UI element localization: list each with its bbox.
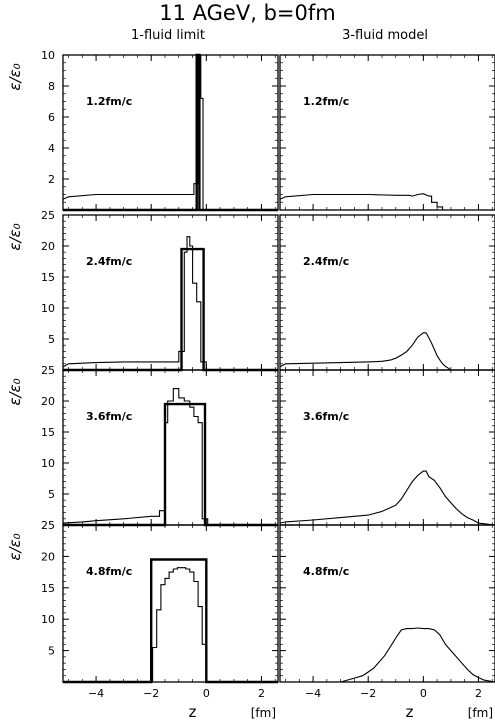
x-axis-label: z <box>189 703 197 721</box>
x-axis-label: z <box>406 703 414 721</box>
y-tick-label: 5 <box>48 333 55 346</box>
series-thin-r2-c2 <box>279 332 495 371</box>
panel-frame-r4-c1 <box>62 524 279 683</box>
y-tick-label: 25 <box>41 364 55 377</box>
y-axis-label: ε/ε₀ <box>6 223 24 250</box>
series-thin-r3-c2 <box>279 470 495 526</box>
y-tick-label: 20 <box>41 395 55 408</box>
y-tick-label: 20 <box>41 550 55 563</box>
y-tick-label: 10 <box>41 302 55 315</box>
x-tick-label: 2 <box>475 687 482 700</box>
y-tick-label: 20 <box>41 240 55 253</box>
y-tick-label: 10 <box>41 49 55 62</box>
time-label-r4-c2: 4.8fm/c <box>303 565 349 578</box>
x-unit-label: [fm] <box>251 706 276 720</box>
y-tick-label: 15 <box>41 271 55 284</box>
figure-title: 11 AGeV, b=0fm <box>159 1 336 25</box>
x-tick-label: −2 <box>143 687 159 700</box>
y-tick-label: 8 <box>48 80 55 93</box>
y-axis-label: ε/ε₀ <box>6 533 24 560</box>
series-thick-r1-c1 <box>63 53 278 212</box>
panel-frame-r4-c2 <box>279 524 495 683</box>
series-thin-r1-c1 <box>62 54 278 211</box>
panel-frame-r3-c2 <box>279 369 495 526</box>
x-tick-label: −4 <box>305 687 321 700</box>
y-tick-label: 25 <box>41 209 55 222</box>
panel-frame-r2-c1 <box>62 214 279 371</box>
series-thin-r1-c2 <box>279 193 495 211</box>
panel-frame-r1-c1 <box>62 54 279 211</box>
time-label-r2-c1: 2.4fm/c <box>86 255 132 268</box>
panel-frame-r3-c1 <box>62 369 279 526</box>
y-tick-label: 10 <box>41 457 55 470</box>
y-tick-label: 5 <box>48 488 55 501</box>
time-label-r3-c2: 3.6fm/c <box>303 410 349 423</box>
x-tick-label: 0 <box>203 687 210 700</box>
x-tick-label: 2 <box>258 687 265 700</box>
x-tick-label: −4 <box>88 687 104 700</box>
series-thin-r2-c1 <box>62 236 278 371</box>
y-tick-label: 10 <box>41 613 55 626</box>
series-thin-r4-c1 <box>63 567 278 683</box>
y-tick-label: 4 <box>48 142 55 155</box>
time-label-r4-c1: 4.8fm/c <box>86 565 132 578</box>
time-label-r3-c1: 3.6fm/c <box>86 410 132 423</box>
panel-frame-r1-c2 <box>279 54 495 211</box>
y-tick-label: 15 <box>41 426 55 439</box>
y-tick-label: 2 <box>48 173 55 186</box>
panel-frame-r2-c2 <box>279 214 495 371</box>
y-tick-label: 15 <box>41 582 55 595</box>
y-axis-label: ε/ε₀ <box>6 378 24 405</box>
time-label-r1-c2: 1.2fm/c <box>303 95 349 108</box>
y-tick-label: 5 <box>48 645 55 658</box>
x-tick-label: 0 <box>420 687 427 700</box>
column-title-3-fluid: 3-fluid model <box>342 28 428 43</box>
x-unit-label: [fm] <box>468 706 493 720</box>
y-axis-label: ε/ε₀ <box>6 63 24 90</box>
x-tick-label: −2 <box>360 687 376 700</box>
y-tick-label: 6 <box>48 111 55 124</box>
time-label-r2-c2: 2.4fm/c <box>303 255 349 268</box>
time-label-r1-c1: 1.2fm/c <box>86 95 132 108</box>
series-thin-r4-c2 <box>280 627 495 683</box>
column-title-1-fluid: 1-fluid limit <box>131 28 205 43</box>
series-thin-r3-c1 <box>62 388 278 526</box>
y-tick-label: 25 <box>41 519 55 532</box>
